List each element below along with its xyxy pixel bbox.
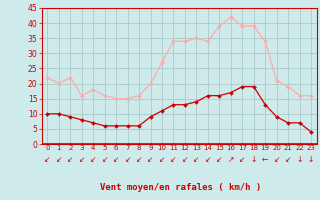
- Text: Vent moyen/en rafales ( km/h ): Vent moyen/en rafales ( km/h ): [100, 183, 261, 192]
- Text: ↗: ↗: [228, 155, 234, 164]
- Text: ↙: ↙: [274, 155, 280, 164]
- Text: ↙: ↙: [67, 155, 74, 164]
- Text: ↙: ↙: [170, 155, 177, 164]
- Text: ↙: ↙: [147, 155, 154, 164]
- Text: ↓: ↓: [251, 155, 257, 164]
- Text: ↙: ↙: [285, 155, 291, 164]
- Text: ↙: ↙: [205, 155, 211, 164]
- Text: ↙: ↙: [78, 155, 85, 164]
- Text: ↙: ↙: [136, 155, 142, 164]
- Text: ↓: ↓: [296, 155, 303, 164]
- Text: ↙: ↙: [101, 155, 108, 164]
- Text: ↙: ↙: [124, 155, 131, 164]
- Text: ↙: ↙: [56, 155, 62, 164]
- Text: ↙: ↙: [239, 155, 245, 164]
- Text: ↙: ↙: [193, 155, 200, 164]
- Text: ↙: ↙: [216, 155, 222, 164]
- Text: ←: ←: [262, 155, 268, 164]
- Text: ↙: ↙: [113, 155, 119, 164]
- Text: ↓: ↓: [308, 155, 314, 164]
- Text: ↙: ↙: [44, 155, 51, 164]
- Text: ↙: ↙: [159, 155, 165, 164]
- Text: ↙: ↙: [182, 155, 188, 164]
- Text: ↙: ↙: [90, 155, 96, 164]
